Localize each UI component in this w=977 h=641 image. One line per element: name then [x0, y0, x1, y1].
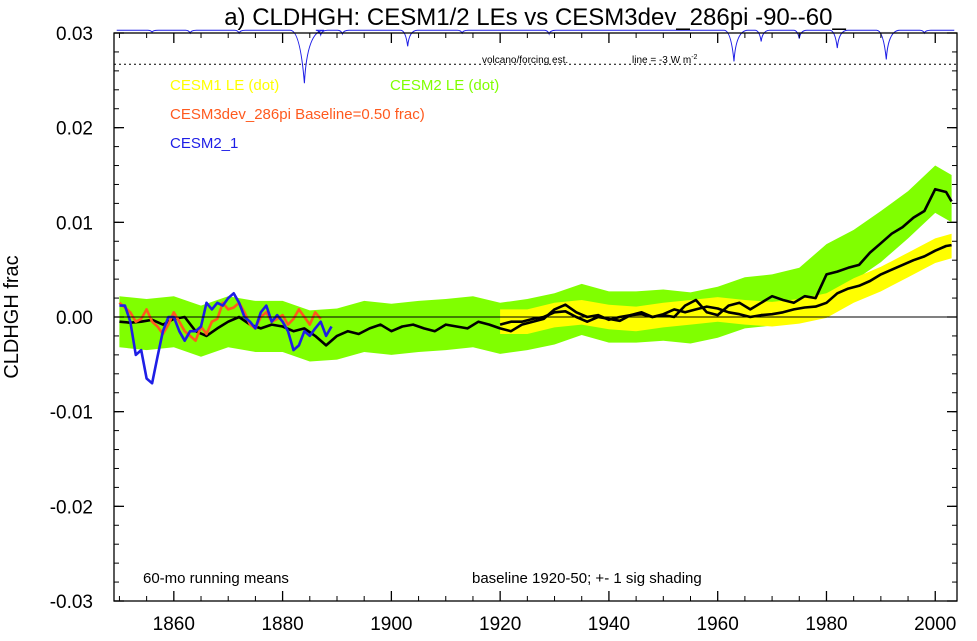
y-tick-label: 0.01	[56, 213, 93, 234]
y-tick-label: -0.03	[50, 592, 93, 613]
volcano-scale-text: line = -3 W m	[632, 55, 691, 66]
running-mean-note: 60-mo running means	[143, 570, 289, 587]
volcano-scale-superscript: -2	[691, 54, 697, 61]
volcano-label: volcano/forcing est.	[482, 55, 568, 66]
y-tick-label: 0.02	[56, 119, 93, 140]
x-axis-ticks: 1860 1880 1900 1920 1940 1960 1980 2000	[118, 33, 956, 635]
line-cesm2-1-line-5	[119, 291, 333, 385]
baseline-note: baseline 1920-50; +- 1 sig shading	[472, 570, 702, 587]
x-tick-label-1860: 1860	[153, 614, 195, 635]
legend-cesm2-1: CESM2_1	[170, 135, 238, 152]
y-tick-label: -0.02	[50, 497, 93, 518]
band-cesm1-le-band-1	[500, 233, 952, 334]
x-tick-label-1960: 1960	[697, 614, 739, 635]
x-tick-label-1920: 1920	[479, 614, 521, 635]
line-cesm2-le-mean-2	[119, 187, 953, 347]
y-axis-ticks: -0.03 -0.02 -0.01 0.00 0.01 0.02 0.03	[50, 24, 957, 613]
x-tick-label-1900: 1900	[370, 614, 412, 635]
x-tick-label-1940: 1940	[588, 614, 630, 635]
x-tick-label-1880: 1880	[261, 614, 303, 635]
y-tick-label: 0.03	[56, 24, 93, 45]
legend-cesm2-le: CESM2 LE (dot)	[390, 77, 499, 94]
line-cesm3dev-286pi-line-4	[118, 301, 322, 343]
x-tick-label-2000: 2000	[914, 614, 956, 635]
y-tick-label: 0.00	[56, 308, 93, 329]
legend-cesm3dev: CESM3dev_286pi Baseline=0.50 frac)	[170, 106, 425, 123]
x-tick-label-1980: 1980	[805, 614, 847, 635]
legend-cesm1-le: CESM1 LE (dot)	[170, 77, 279, 94]
y-tick-label: -0.01	[50, 403, 93, 424]
chart-title: a) CLDHGH: CESM1/2 LEs vs CESM3dev_286pi…	[224, 4, 846, 31]
volcano-scale-label: line = -3 W m-2	[632, 54, 698, 66]
y-axis-label: CLDHGH frac	[1, 255, 23, 378]
uncertainty-bands	[119, 165, 952, 362]
